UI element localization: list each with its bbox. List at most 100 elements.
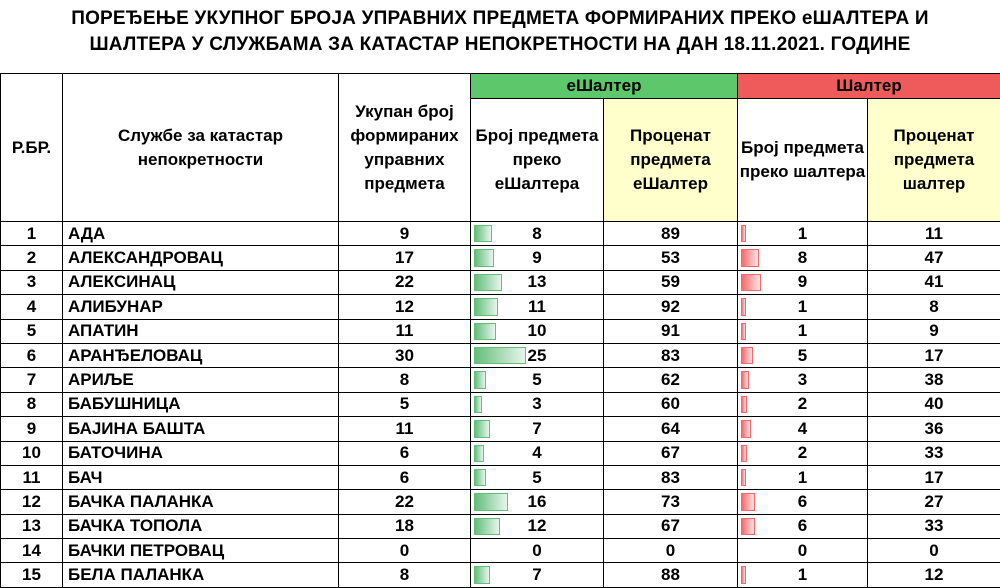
cell-service-name: БАЧ	[63, 465, 339, 489]
cell-total: 8	[339, 368, 471, 392]
cell-e-count-value: 8	[532, 224, 541, 243]
comparison-table: Р.БР. Службе за катастар непокретности У…	[0, 73, 1000, 588]
cell-service-name: БАЧКА ТОПОЛА	[63, 514, 339, 538]
cell-s-count: 1	[738, 295, 868, 319]
cell-e-count-value: 16	[528, 492, 547, 511]
data-bar	[474, 371, 486, 388]
cell-e-count: 5	[471, 368, 604, 392]
cell-e-pct: 89	[604, 222, 738, 246]
header-s-count: Број предмета преко шалтера	[738, 99, 868, 222]
cell-s-count: 4	[738, 417, 868, 441]
header-e-count: Број предмета преко еШалтера	[471, 99, 604, 222]
cell-e-pct: 73	[604, 490, 738, 514]
data-bar	[741, 566, 746, 583]
cell-e-pct: 0	[604, 539, 738, 563]
cell-e-pct: 91	[604, 319, 738, 343]
data-bar	[474, 323, 496, 340]
cell-e-count: 13	[471, 270, 604, 294]
cell-total: 6	[339, 465, 471, 489]
data-bar	[741, 249, 759, 266]
cell-s-pct: 17	[868, 343, 1000, 367]
header-s-pct: Проценат предмета шалтер	[868, 99, 1000, 222]
cell-s-count-value: 0	[798, 541, 807, 560]
cell-e-count: 9	[471, 246, 604, 270]
cell-total: 22	[339, 490, 471, 514]
cell-service-name: АПАТИН	[63, 319, 339, 343]
data-bar	[474, 225, 492, 242]
cell-s-count-value: 5	[798, 346, 807, 365]
cell-s-count-value: 9	[798, 272, 807, 291]
cell-rbr: 12	[1, 490, 63, 514]
cell-s-pct: 38	[868, 368, 1000, 392]
data-bar	[474, 420, 490, 437]
data-bar	[474, 566, 490, 583]
cell-e-count: 0	[471, 539, 604, 563]
cell-service-name: АЛИБУНАР	[63, 295, 339, 319]
cell-rbr: 6	[1, 343, 63, 367]
cell-e-count-value: 12	[528, 516, 547, 535]
cell-e-count-value: 10	[528, 321, 547, 340]
cell-total: 5	[339, 392, 471, 416]
cell-s-pct: 8	[868, 295, 1000, 319]
data-bar	[741, 225, 746, 242]
cell-e-count: 5	[471, 465, 604, 489]
data-bar	[741, 347, 753, 364]
cell-rbr: 13	[1, 514, 63, 538]
cell-s-count: 5	[738, 343, 868, 367]
data-bar	[474, 396, 482, 413]
cell-e-pct: 67	[604, 514, 738, 538]
cell-rbr: 3	[1, 270, 63, 294]
cell-s-count: 0	[738, 539, 868, 563]
cell-e-count-value: 0	[532, 541, 541, 560]
cell-rbr: 11	[1, 465, 63, 489]
cell-e-count-value: 9	[532, 248, 541, 267]
cell-s-pct: 47	[868, 246, 1000, 270]
cell-e-pct: 83	[604, 465, 738, 489]
title-line-2: ШАЛТЕРА У СЛУЖБАМА ЗА КАТАСТАР НЕПОКРЕТН…	[0, 32, 1000, 58]
page-title: ПОРЕЂЕЊЕ УКУПНОГ БРОЈА УПРАВНИХ ПРЕДМЕТА…	[0, 0, 1000, 62]
cell-s-count-value: 1	[798, 468, 807, 487]
cell-rbr: 14	[1, 539, 63, 563]
cell-rbr: 7	[1, 368, 63, 392]
cell-s-count: 8	[738, 246, 868, 270]
cell-s-count: 1	[738, 222, 868, 246]
cell-rbr: 5	[1, 319, 63, 343]
cell-e-pct: 83	[604, 343, 738, 367]
cell-service-name: АЛЕКСИНАЦ	[63, 270, 339, 294]
data-bar	[474, 249, 494, 266]
cell-s-count-value: 6	[798, 492, 807, 511]
cell-service-name: АЛЕКСАНДРОВАЦ	[63, 246, 339, 270]
cell-service-name: АРАНЂЕЛОВАЦ	[63, 343, 339, 367]
cell-e-pct: 60	[604, 392, 738, 416]
cell-rbr: 4	[1, 295, 63, 319]
data-bar	[741, 445, 747, 462]
header-rbr: Р.БР.	[1, 74, 63, 222]
cell-s-pct: 0	[868, 539, 1000, 563]
cell-e-count-value: 13	[528, 272, 547, 291]
data-bar	[474, 274, 502, 291]
cell-e-pct: 92	[604, 295, 738, 319]
data-bar	[741, 298, 746, 315]
cell-e-count-value: 5	[532, 370, 541, 389]
cell-total: 0	[339, 539, 471, 563]
cell-rbr: 15	[1, 563, 63, 587]
cell-e-pct: 67	[604, 441, 738, 465]
cell-s-pct: 17	[868, 465, 1000, 489]
cell-s-count-value: 2	[798, 394, 807, 413]
cell-e-pct: 53	[604, 246, 738, 270]
cell-s-pct: 27	[868, 490, 1000, 514]
cell-s-pct: 36	[868, 417, 1000, 441]
cell-e-count-value: 11	[528, 297, 546, 316]
cell-s-count: 1	[738, 319, 868, 343]
cell-total: 22	[339, 270, 471, 294]
cell-s-pct: 33	[868, 441, 1000, 465]
cell-service-name: БЕЛА ПАЛАНКА	[63, 563, 339, 587]
header-group-eshalter: еШалтер	[471, 74, 738, 99]
